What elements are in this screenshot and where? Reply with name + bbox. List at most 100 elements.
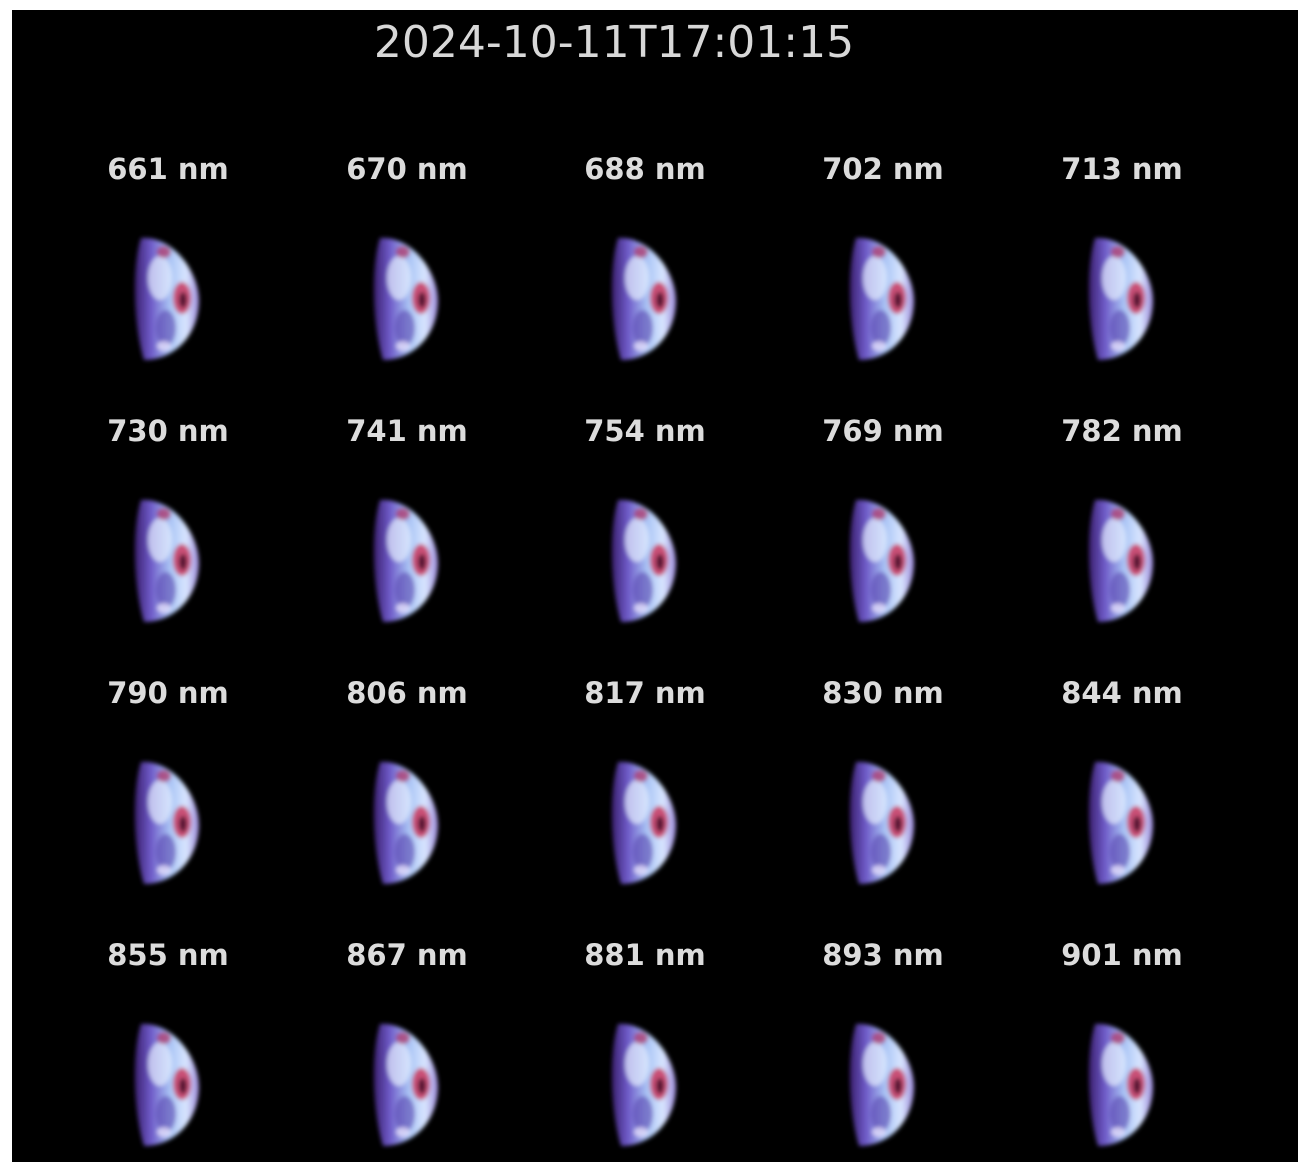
cloud-band (871, 572, 891, 608)
red-core (418, 1078, 426, 1094)
bottom-spot (396, 603, 410, 613)
bright-region (387, 518, 411, 562)
figure-title: 2024-10-11T17:01:15 (374, 17, 854, 68)
cloud-band (871, 1096, 891, 1132)
cloud-band (1110, 572, 1130, 608)
bright-region (148, 780, 172, 824)
red-core (894, 554, 902, 570)
top-spot (396, 770, 410, 782)
panel-label: 844 nm (1061, 676, 1183, 710)
panel-label: 881 nm (584, 938, 706, 972)
bottom-spot (157, 341, 171, 351)
bright-region (1102, 518, 1126, 562)
panel-label: 893 nm (822, 938, 944, 972)
planet-image (373, 237, 439, 360)
red-core (1133, 292, 1141, 308)
top-spot (1111, 1032, 1125, 1044)
bright-region (1102, 256, 1126, 300)
bright-region (863, 1042, 887, 1086)
panel: 754 nm (584, 414, 706, 622)
bottom-spot (1111, 1127, 1125, 1137)
cloud-band (395, 1096, 415, 1132)
planet-image (134, 761, 200, 884)
panel: 661 nm (107, 152, 229, 360)
panel: 688 nm (584, 152, 706, 360)
red-core (418, 554, 426, 570)
panel: 901 nm (1061, 938, 1183, 1146)
top-spot (1111, 508, 1125, 520)
bright-region (625, 518, 649, 562)
planet-image (1088, 1023, 1154, 1146)
cloud-band (633, 572, 653, 608)
red-core (179, 554, 187, 570)
red-core (418, 292, 426, 308)
top-spot (872, 246, 886, 258)
planet-image (1088, 761, 1154, 884)
panel-label: 754 nm (584, 414, 706, 448)
panel: 881 nm (584, 938, 706, 1146)
planet-image (611, 761, 677, 884)
top-spot (396, 246, 410, 258)
cloud-band (633, 1096, 653, 1132)
bright-region (863, 518, 887, 562)
bright-region (625, 780, 649, 824)
bottom-spot (157, 1127, 171, 1137)
panel-label: 867 nm (346, 938, 468, 972)
bottom-spot (157, 603, 171, 613)
bottom-spot (634, 603, 648, 613)
cloud-band (1110, 310, 1130, 346)
panel-label: 730 nm (107, 414, 229, 448)
top-spot (634, 770, 648, 782)
bright-region (387, 1042, 411, 1086)
bottom-spot (872, 341, 886, 351)
panel-label: 806 nm (346, 676, 468, 710)
red-core (179, 816, 187, 832)
planet-image (134, 237, 200, 360)
panel-label: 817 nm (584, 676, 706, 710)
bottom-spot (396, 341, 410, 351)
bottom-spot (1111, 603, 1125, 613)
planet-image (134, 1023, 200, 1146)
panel-label: 702 nm (822, 152, 944, 186)
bright-region (148, 256, 172, 300)
panel: 830 nm (822, 676, 944, 884)
bright-region (387, 256, 411, 300)
top-spot (157, 770, 171, 782)
panel: 893 nm (822, 938, 944, 1146)
cloud-band (1110, 1096, 1130, 1132)
bottom-spot (872, 865, 886, 875)
panel: 670 nm (346, 152, 468, 360)
panel-label: 713 nm (1061, 152, 1183, 186)
planet-image (849, 1023, 915, 1146)
red-core (656, 554, 664, 570)
top-spot (396, 508, 410, 520)
panel-label: 790 nm (107, 676, 229, 710)
bottom-spot (396, 1127, 410, 1137)
cloud-band (395, 310, 415, 346)
top-spot (872, 1032, 886, 1044)
panel: 867 nm (346, 938, 468, 1146)
bright-region (625, 1042, 649, 1086)
red-core (894, 1078, 902, 1094)
planet-image (373, 761, 439, 884)
panel-label: 830 nm (822, 676, 944, 710)
planet-image (611, 237, 677, 360)
cloud-band (1110, 834, 1130, 870)
red-core (1133, 816, 1141, 832)
red-core (656, 816, 664, 832)
top-spot (157, 1032, 171, 1044)
top-spot (157, 246, 171, 258)
top-spot (1111, 246, 1125, 258)
bottom-spot (634, 865, 648, 875)
panel: 855 nm (107, 938, 229, 1146)
bright-region (863, 780, 887, 824)
panel: 713 nm (1061, 152, 1183, 360)
top-spot (872, 770, 886, 782)
bright-region (863, 256, 887, 300)
panel: 806 nm (346, 676, 468, 884)
cloud-band (395, 834, 415, 870)
bright-region (387, 780, 411, 824)
cloud-band (871, 310, 891, 346)
top-spot (1111, 770, 1125, 782)
panel: 769 nm (822, 414, 944, 622)
